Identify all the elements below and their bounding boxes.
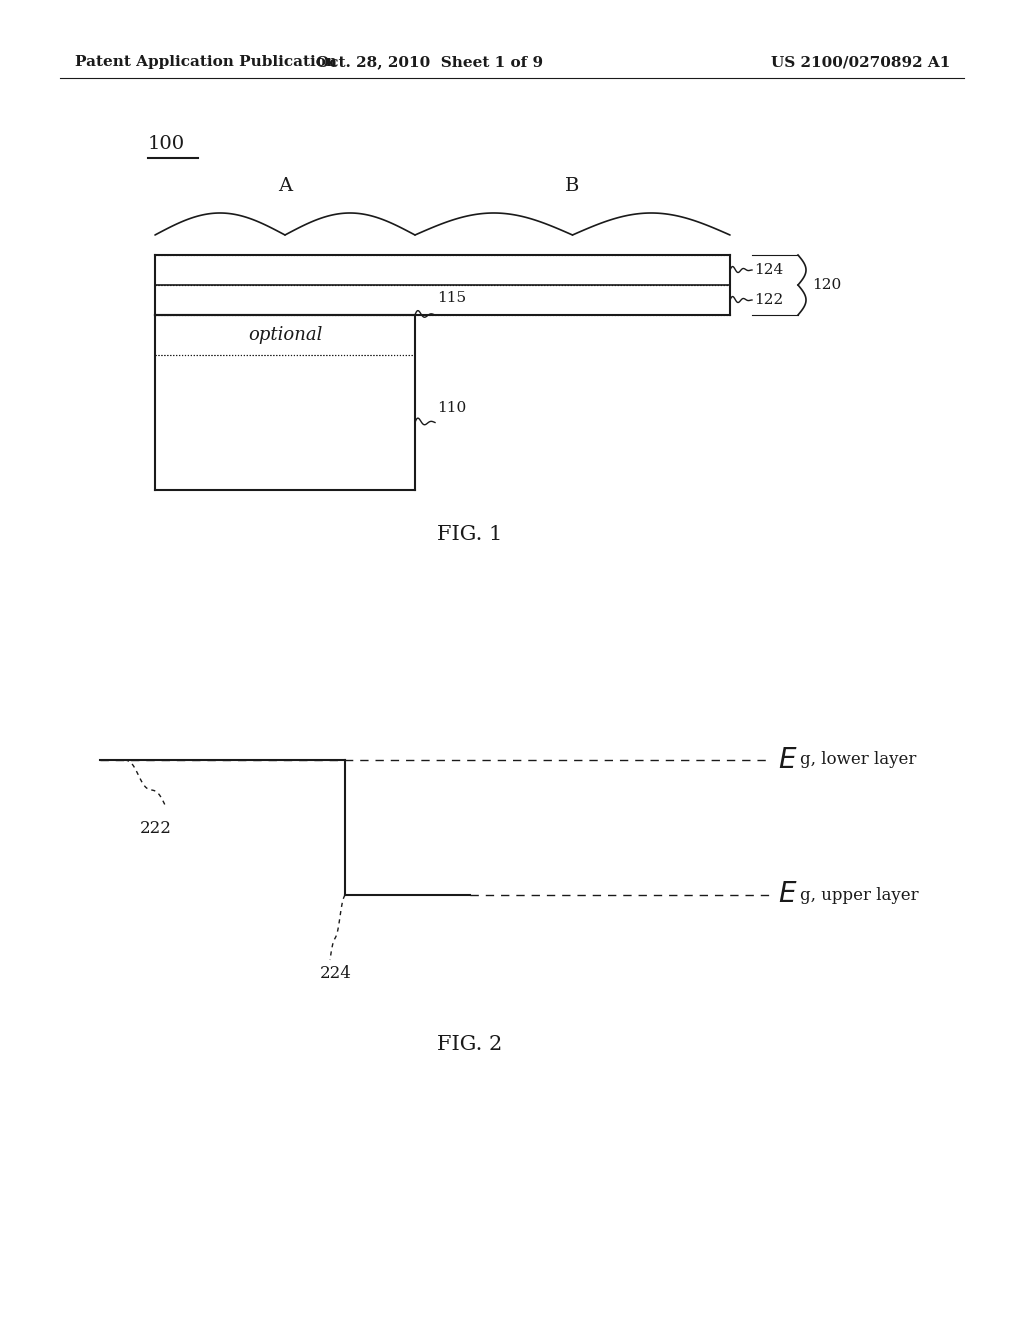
Text: 224: 224: [319, 965, 352, 982]
Text: Patent Application Publication: Patent Application Publication: [75, 55, 337, 69]
Text: 122: 122: [754, 293, 783, 308]
Text: FIG. 2: FIG. 2: [437, 1035, 503, 1055]
Text: A: A: [278, 177, 292, 195]
Text: 124: 124: [754, 263, 783, 277]
Text: 100: 100: [148, 135, 185, 153]
Text: g, lower layer: g, lower layer: [800, 751, 916, 768]
Text: 115: 115: [437, 290, 466, 305]
Text: $E$: $E$: [778, 747, 798, 774]
Text: 120: 120: [812, 279, 842, 292]
Text: B: B: [565, 177, 580, 195]
Text: $E$: $E$: [778, 882, 798, 908]
Text: 222: 222: [140, 820, 172, 837]
Text: US 2100/0270892 A1: US 2100/0270892 A1: [771, 55, 950, 69]
Text: FIG. 1: FIG. 1: [437, 525, 503, 544]
Text: g, upper layer: g, upper layer: [800, 887, 919, 903]
Text: optional: optional: [248, 326, 323, 345]
Text: 110: 110: [437, 400, 466, 414]
Text: Oct. 28, 2010  Sheet 1 of 9: Oct. 28, 2010 Sheet 1 of 9: [316, 55, 544, 69]
